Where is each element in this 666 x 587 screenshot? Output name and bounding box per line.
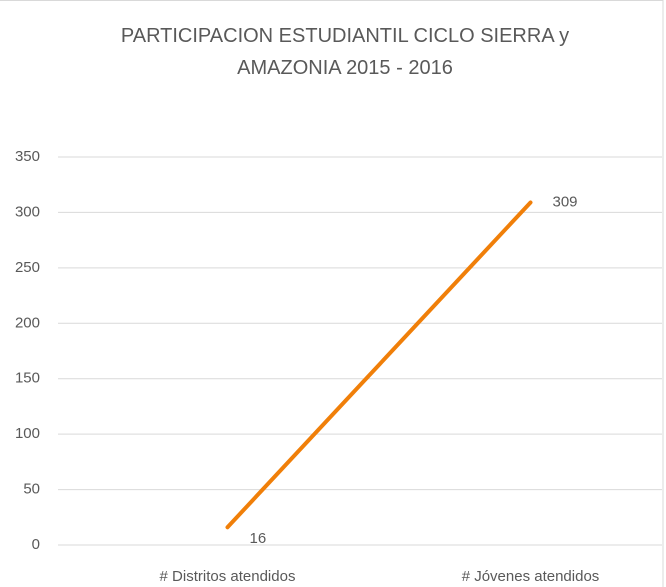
y-tick-label: 0 bbox=[32, 536, 40, 553]
y-tick-label: 300 bbox=[15, 203, 40, 220]
data-label: 16 bbox=[250, 530, 267, 547]
x-tick-label: # Distritos atendidos bbox=[160, 568, 296, 585]
x-tick-label: # Jóvenes atendidos bbox=[462, 568, 600, 585]
y-tick-label: 50 bbox=[23, 481, 40, 498]
data-label: 309 bbox=[553, 193, 578, 210]
y-tick-label: 150 bbox=[15, 370, 40, 387]
y-tick-label: 250 bbox=[15, 259, 40, 276]
chart-title: PARTICIPACION ESTUDIANTIL CICLO SIERRA y… bbox=[120, 25, 570, 79]
y-tick-label: 100 bbox=[15, 425, 40, 442]
data-line bbox=[225, 200, 533, 530]
y-tick-label: 200 bbox=[15, 314, 40, 331]
y-tick-label: 350 bbox=[15, 148, 40, 165]
